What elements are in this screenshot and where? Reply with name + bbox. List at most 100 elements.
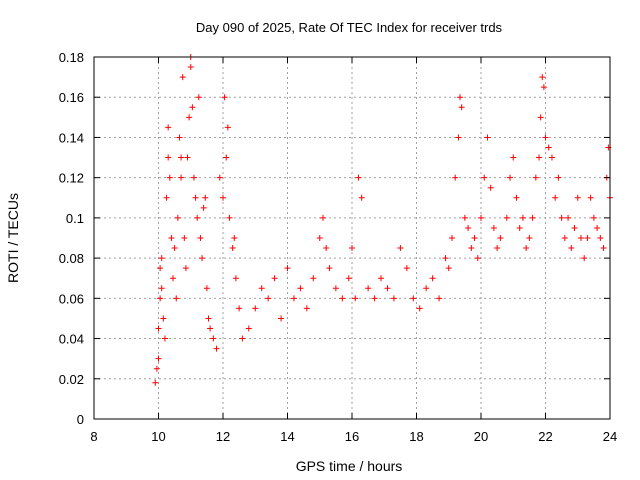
data-point bbox=[539, 74, 546, 81]
data-point bbox=[507, 174, 514, 181]
y-tick-label: 0.06 bbox=[59, 291, 84, 306]
y-axis-label: ROTI / TECUs bbox=[5, 193, 21, 283]
data-point bbox=[416, 305, 423, 312]
data-point bbox=[568, 245, 575, 252]
data-point bbox=[565, 214, 572, 221]
data-point bbox=[224, 124, 231, 131]
data-point bbox=[161, 335, 168, 342]
y-tick-label: 0 bbox=[77, 412, 84, 427]
axis-ticks bbox=[93, 56, 611, 420]
data-point bbox=[471, 235, 478, 241]
data-point bbox=[170, 275, 177, 282]
data-point bbox=[203, 285, 210, 292]
data-point bbox=[310, 275, 317, 282]
data-point bbox=[513, 194, 520, 201]
data-point bbox=[297, 285, 304, 292]
data-point bbox=[600, 245, 607, 252]
data-point bbox=[536, 154, 543, 161]
data-point bbox=[465, 224, 472, 231]
y-tick-label: 0.1 bbox=[66, 211, 84, 226]
data-point bbox=[581, 255, 588, 262]
data-point bbox=[186, 114, 193, 121]
data-point bbox=[326, 265, 333, 272]
data-point bbox=[171, 245, 178, 252]
data-point bbox=[192, 194, 199, 201]
data-point bbox=[236, 305, 243, 312]
data-point bbox=[597, 235, 604, 241]
x-tick-labels: 8 10 12 14 16 18 20 22 24 bbox=[90, 429, 617, 444]
data-point bbox=[239, 335, 246, 342]
data-point bbox=[474, 255, 481, 262]
data-point bbox=[197, 235, 204, 241]
data-point bbox=[221, 94, 228, 101]
data-point bbox=[397, 245, 404, 252]
y-tick-label: 0.12 bbox=[59, 171, 84, 186]
data-point bbox=[519, 214, 526, 221]
data-point bbox=[265, 295, 272, 302]
data-point bbox=[220, 194, 226, 201]
data-point bbox=[558, 214, 565, 221]
data-point bbox=[176, 134, 183, 141]
data-point bbox=[561, 235, 568, 241]
data-point bbox=[529, 214, 536, 221]
x-tick-label: 10 bbox=[151, 429, 165, 444]
x-tick-label: 12 bbox=[216, 429, 230, 444]
data-point bbox=[163, 194, 170, 201]
data-point bbox=[384, 285, 391, 292]
y-tick-label: 0.14 bbox=[59, 130, 84, 145]
data-point bbox=[187, 64, 194, 71]
data-point bbox=[155, 325, 162, 332]
data-point bbox=[168, 235, 175, 241]
data-point bbox=[271, 275, 278, 282]
data-point bbox=[205, 315, 212, 322]
data-point bbox=[532, 174, 539, 181]
data-point bbox=[258, 285, 265, 292]
data-point bbox=[232, 275, 239, 282]
data-point bbox=[503, 214, 510, 221]
data-point bbox=[207, 325, 214, 332]
data-point bbox=[178, 154, 185, 161]
data-point bbox=[461, 214, 468, 221]
data-point bbox=[199, 255, 206, 262]
data-point bbox=[284, 265, 291, 272]
data-point bbox=[594, 224, 601, 231]
data-point bbox=[252, 305, 259, 312]
data-point bbox=[423, 285, 430, 292]
data-point bbox=[181, 235, 188, 241]
data-point bbox=[290, 295, 297, 302]
data-point bbox=[355, 174, 362, 181]
data-point bbox=[210, 335, 217, 342]
data-point bbox=[352, 295, 359, 302]
data-point bbox=[174, 214, 181, 221]
data-point bbox=[157, 265, 164, 272]
data-point bbox=[481, 174, 488, 181]
y-tick-label: 0.18 bbox=[59, 50, 84, 65]
data-point bbox=[194, 214, 201, 221]
data-point bbox=[278, 315, 285, 322]
chart-title: Day 090 of 2025, Rate Of TEC Index for r… bbox=[196, 20, 503, 35]
data-point bbox=[552, 194, 559, 201]
x-axis-label: GPS time / hours bbox=[296, 458, 403, 474]
data-point bbox=[179, 74, 186, 81]
data-point bbox=[494, 245, 501, 252]
data-point bbox=[403, 265, 410, 272]
data-point bbox=[155, 355, 162, 362]
data-point bbox=[436, 295, 443, 302]
data-point bbox=[158, 255, 165, 262]
data-point bbox=[371, 295, 378, 302]
data-point bbox=[200, 204, 207, 211]
data-point bbox=[445, 265, 452, 272]
data-point bbox=[452, 174, 459, 181]
data-point bbox=[213, 345, 220, 352]
data-point bbox=[526, 235, 533, 241]
data-point bbox=[303, 305, 310, 312]
data-point bbox=[166, 174, 173, 181]
data-point bbox=[457, 94, 464, 101]
y-tick-label: 0.02 bbox=[59, 372, 84, 387]
data-point bbox=[157, 295, 164, 302]
data-point bbox=[158, 285, 165, 292]
data-point bbox=[182, 265, 189, 272]
data-point bbox=[226, 214, 233, 221]
data-point bbox=[448, 235, 455, 241]
